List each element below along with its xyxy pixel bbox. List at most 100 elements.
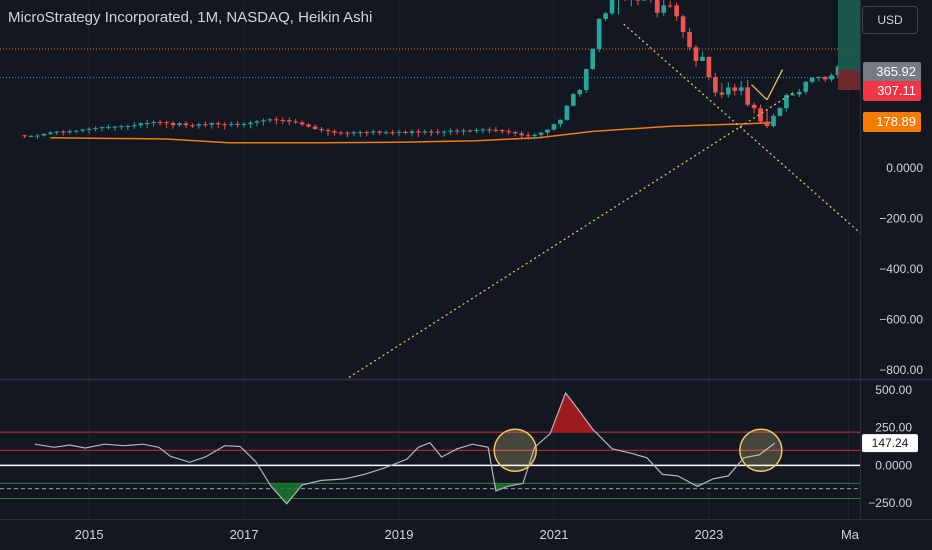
candle-body [416,131,421,133]
candle-body [816,76,822,78]
time-axis-tick-label: 2023 [694,527,723,542]
candle-body [571,94,576,106]
candle-body [577,89,583,95]
projection-box-green [838,0,860,70]
candle-body [248,122,253,124]
candle-body [138,123,144,126]
candle-body [325,130,331,132]
highlight-circle [739,428,783,473]
candle-body [190,125,195,127]
currency-selector-button[interactable]: USD [862,6,918,34]
candle-body [713,77,718,93]
candle-body [809,77,815,82]
time-axis-tick-label: 2019 [385,527,414,542]
price-label-badge [863,112,921,132]
time-axis-tick-label: 2017 [230,527,259,542]
trendline [346,91,795,378]
price-label-text: 178.89 [876,114,916,129]
oscillator-axis-tick-label: −250.00 [868,496,912,510]
candle-body [499,129,505,132]
candle-body [312,126,318,130]
price-label-text: 307.11 [877,83,916,98]
candle-body [306,124,311,127]
candle-body [829,75,834,80]
candle-body [228,123,234,125]
candle-body [700,56,705,62]
candle-body [370,131,376,133]
candle-body [603,13,608,19]
candle-body [222,124,228,126]
candle-body [784,95,789,109]
candle-body [274,119,279,121]
candle-body [654,0,660,13]
candle-body [106,127,111,129]
price-axis-tick-label: −600.00 [879,313,923,327]
projection-box-red [838,70,860,90]
candle-body [364,132,370,134]
candle-body [790,94,796,96]
candle-body [396,131,402,133]
candle-body [235,123,240,125]
candle-body [590,48,596,69]
price-axis-tick-label: −400.00 [879,262,923,276]
candle-body [467,130,473,132]
candle-body [345,132,350,134]
candle-body [583,68,589,90]
time-axis-tick-label: 2021 [540,527,569,542]
candle-body [403,131,408,134]
candle-body [725,87,731,95]
candle-body [480,129,486,131]
candle-body [131,125,137,127]
price-axis-tick-label: −800.00 [879,363,923,377]
candle-body [170,122,176,126]
candle-body [409,131,415,134]
candle-body [177,123,182,126]
candle-body [144,122,150,124]
candle-body [86,128,92,130]
candle-body [319,129,324,131]
candle-body [112,126,118,128]
candle-body [422,131,428,133]
candle-body [357,132,363,134]
candle-body [609,0,615,14]
price-label-badge [863,81,921,101]
oscillator-line [34,391,776,505]
candle-body [564,105,570,120]
candle-body [293,121,299,123]
candle-body [164,122,169,124]
candle-body [487,129,492,131]
candle-body [80,129,85,131]
candle-body [506,131,512,133]
candle-body [428,131,434,133]
candle-body [532,134,537,137]
candle-body [454,130,460,132]
candle-body [558,119,563,125]
price-pane [0,0,860,378]
candle-body [545,129,550,133]
candle-body [377,131,382,133]
oscillator-axis-tick-label: 500.00 [875,383,912,397]
candle-body [441,131,447,133]
candle-body [99,127,105,129]
candle-body [286,120,292,122]
candle-body [596,18,602,49]
candle-body [777,108,783,116]
chart-title: MicroStrategy Incorporated, 1M, NASDAQ, … [8,9,373,26]
candle-body [687,31,692,48]
candle-body [551,124,557,130]
candle-body [209,123,215,125]
candle-body [435,131,441,133]
candle-body [119,126,124,128]
candle-body [241,123,247,125]
candle-body [474,129,479,131]
candle-body [280,120,286,122]
candle-body [183,123,189,126]
candle-body [519,133,525,136]
candle-body [751,104,757,109]
candle-body [706,56,712,78]
candle-body [351,132,357,134]
candle-body [332,131,337,133]
oscillator-pane [0,391,860,505]
